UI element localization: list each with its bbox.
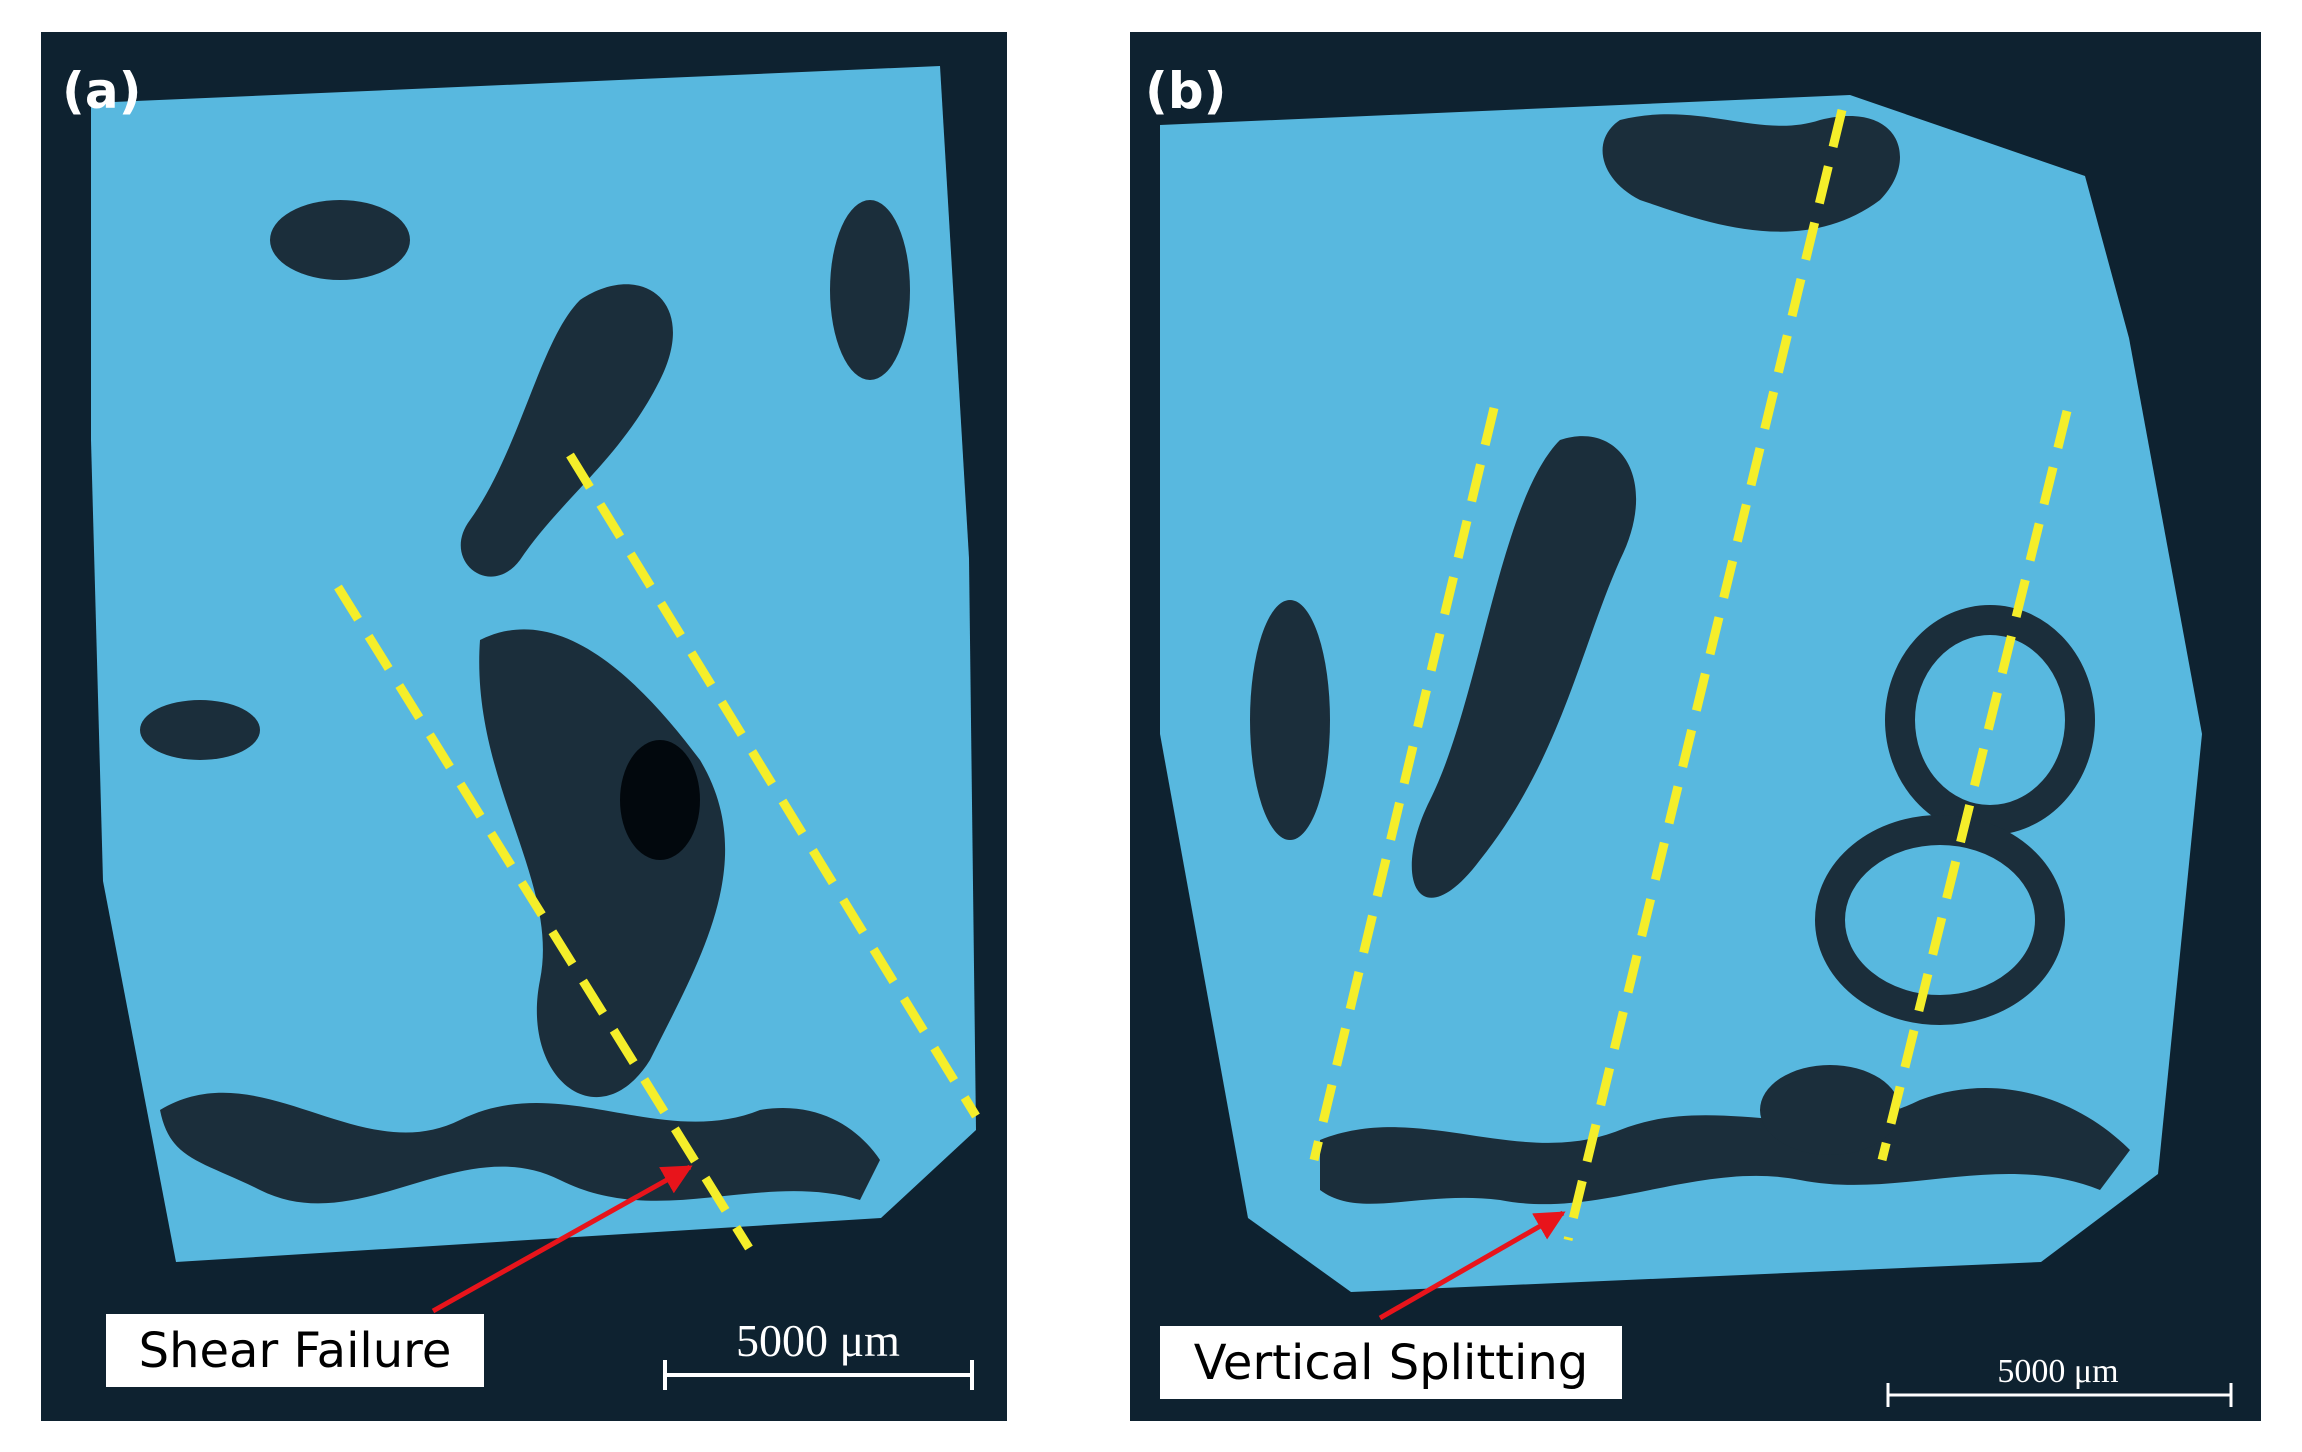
pore xyxy=(1411,436,1637,898)
pore xyxy=(1250,600,1330,840)
pore-ring xyxy=(1815,815,2065,1025)
annotation-box xyxy=(106,1314,484,1387)
void xyxy=(620,740,700,860)
scale-label: 5000 μm xyxy=(736,1315,900,1366)
panel-label: (b) xyxy=(1145,62,1227,120)
pore xyxy=(140,700,260,760)
scale-bar xyxy=(1886,1383,2233,1407)
specimen xyxy=(1160,95,2202,1292)
pore xyxy=(1320,1088,2130,1205)
panel-label: (a) xyxy=(62,62,141,120)
annotation: Shear Failure xyxy=(139,1323,452,1379)
failure-line xyxy=(334,584,753,1251)
failure-line xyxy=(566,452,980,1119)
pore-ring xyxy=(1885,605,2095,835)
annotation: Vertical Splitting xyxy=(1194,1335,1588,1391)
pore xyxy=(270,200,410,280)
scale-bar xyxy=(663,1360,974,1390)
panel-a: (a) Shear Failure 5000 μm xyxy=(41,32,1007,1421)
pore xyxy=(1602,114,1900,232)
arrow xyxy=(431,1164,693,1314)
panel-b: (b) Vertical Splitting 5000 μm xyxy=(1130,32,2261,1421)
arrow xyxy=(1378,1210,1566,1321)
failure-line xyxy=(1563,108,1847,1242)
annotation-box xyxy=(1160,1326,1622,1399)
pore xyxy=(160,1092,880,1204)
failure-line xyxy=(1309,406,1499,1162)
scale-label: 5000 μm xyxy=(1997,1353,2118,1390)
pore xyxy=(1760,1065,1900,1155)
pore xyxy=(460,284,673,577)
pore xyxy=(830,200,910,380)
failure-line xyxy=(1877,409,2072,1162)
